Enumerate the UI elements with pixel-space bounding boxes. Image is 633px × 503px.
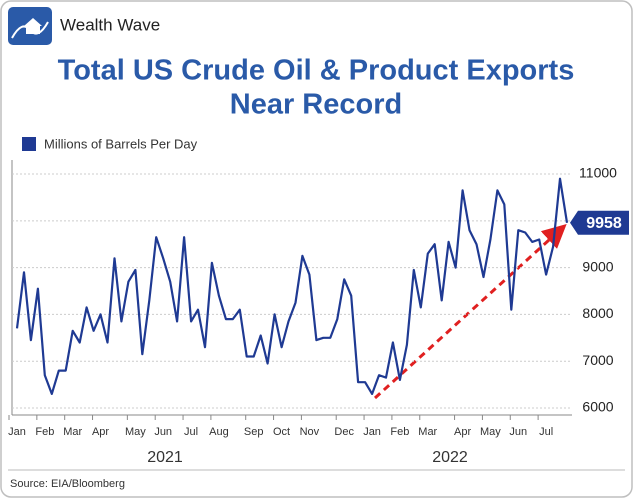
x-tick-label: Sep	[244, 426, 264, 438]
x-tick-label: Jan	[363, 426, 381, 438]
x-tick-label: Mar	[418, 426, 437, 438]
logo	[8, 7, 52, 45]
line-series	[15, 177, 569, 395]
x-tick-label: Feb	[35, 426, 54, 438]
y-tick-label: 6000	[582, 399, 613, 415]
x-tick-label: Nov	[300, 426, 320, 438]
legend-swatch	[22, 137, 36, 151]
x-tick-label: Jul	[539, 426, 553, 438]
x-tick-label: Jan	[8, 426, 26, 438]
year-label: 2021	[147, 449, 183, 466]
x-tick-label: May	[125, 426, 146, 438]
last-value-box	[570, 210, 629, 235]
x-tick-label: Jul	[184, 426, 198, 438]
x-tick-label: Aug	[209, 426, 229, 438]
x-tick-label: Mar	[63, 426, 82, 438]
x-tick-label: Dec	[334, 426, 354, 438]
brand: Wealth Wave	[60, 15, 160, 34]
x-tick-label: Jun	[154, 426, 172, 438]
x-tick-label: Apr	[92, 426, 109, 438]
x-tick-label: Oct	[273, 426, 290, 438]
x-tick-label: Jun	[509, 426, 527, 438]
trend-arrow	[373, 223, 567, 400]
x-tick-label: Apr	[454, 426, 471, 438]
year-label: 2022	[432, 449, 468, 466]
last-value-label: 9958	[586, 215, 622, 232]
legend-label: Millions of Barrels Per Day	[44, 136, 198, 151]
y-tick-label: 7000	[582, 352, 613, 368]
y-tick-label: 8000	[582, 305, 613, 321]
chart-title: Total US Crude Oil & Product Exports	[58, 55, 575, 87]
source: Source: EIA/Bloomberg	[10, 478, 125, 490]
chart-title: Near Record	[230, 89, 402, 121]
y-tick-label: 9000	[582, 258, 613, 274]
x-tick-label: May	[480, 426, 501, 438]
y-tick-label: 11000	[579, 165, 617, 181]
x-tick-label: Feb	[390, 426, 409, 438]
